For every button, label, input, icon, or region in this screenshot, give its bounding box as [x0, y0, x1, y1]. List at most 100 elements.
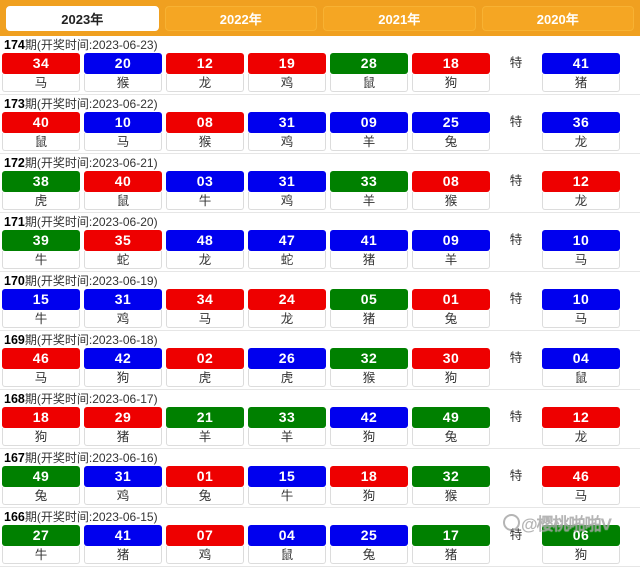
ball-zodiac: 猪	[330, 251, 408, 269]
special-ball-number: 46	[542, 466, 620, 487]
ball-number: 03	[166, 171, 244, 192]
draw-block: 170期(开奖时间:2023-06-19) 15 牛 31 鸡 34 马 24 龙 05 猪 01 兔特…	[0, 272, 640, 331]
ball-number: 34	[166, 289, 244, 310]
ball-number: 15	[2, 289, 80, 310]
ball-cell: 05 猪	[330, 289, 408, 328]
special-ball-zodiac: 鼠	[542, 369, 620, 387]
ball-cell: 07 鸡	[166, 525, 244, 564]
ball-number: 32	[412, 466, 490, 487]
ball-cell: 15 牛	[2, 289, 80, 328]
ball-zodiac: 猪	[330, 310, 408, 328]
ball-zodiac: 马	[2, 74, 80, 92]
ball-zodiac: 虎	[166, 369, 244, 387]
draw-block: 173期(开奖时间:2023-06-22) 40 鼠 10 马 08 猴 31 鸡 09 羊 25 兔 特…	[0, 95, 640, 154]
ball-cell: 49 兔	[412, 407, 490, 446]
ball-zodiac: 蛇	[84, 251, 162, 269]
draw-block: 172期(开奖时间:2023-06-21) 38 虎 40 鼠 03 牛 31 鸡 33 羊 08 猴 特…	[0, 154, 640, 213]
ball-number: 49	[2, 466, 80, 487]
ball-zodiac: 鸡	[84, 310, 162, 328]
draw-header: 166期(开奖时间:2023-06-15)	[4, 510, 158, 524]
ball-number: 34	[2, 53, 80, 74]
special-ball-cell: 10 马	[542, 230, 620, 269]
ball-cell: 10 马	[84, 112, 162, 151]
ball-number: 08	[166, 112, 244, 133]
ball-cell: 41 猪	[330, 230, 408, 269]
ball-number: 38	[2, 171, 80, 192]
ball-zodiac: 鼠	[2, 133, 80, 151]
ball-number: 25	[330, 525, 408, 546]
ball-cell: 29 猪	[84, 407, 162, 446]
ball-zodiac: 猴	[330, 369, 408, 387]
ball-number: 20	[84, 53, 162, 74]
special-ball-label: 特	[509, 351, 523, 365]
special-ball-cell: 41 猪	[542, 53, 620, 92]
tab-year-2023[interactable]: 2023年	[6, 5, 159, 31]
ball-cell: 26 虎	[248, 348, 326, 387]
ball-number: 33	[248, 407, 326, 428]
ball-number: 07	[166, 525, 244, 546]
special-ball-cell: 12 龙	[542, 171, 620, 210]
ball-cell: 18 狗	[2, 407, 80, 446]
ball-cell: 31 鸡	[248, 171, 326, 210]
ball-cell: 18 狗	[412, 53, 490, 92]
draw-row: 38 虎 40 鼠 03 牛 31 鸡 33 羊 08 猴 特 12 龙	[0, 171, 640, 210]
ball-zodiac: 狗	[2, 428, 80, 446]
draw-block: 169期(开奖时间:2023-06-18) 46 马 42 狗 02 虎 26 虎 32 猴 30 狗特…	[0, 331, 640, 390]
tab-year-2021[interactable]: 2021年	[323, 5, 476, 31]
ball-cell: 33 羊	[248, 407, 326, 446]
ball-number: 27	[2, 525, 80, 546]
ball-number: 12	[166, 53, 244, 74]
ball-number: 42	[330, 407, 408, 428]
ball-zodiac: 羊	[330, 133, 408, 151]
ball-zodiac: 鼠	[84, 192, 162, 210]
draw-row: 18 狗 29 猪 21 羊 33 羊 42 狗 49 兔特 12 龙	[0, 407, 640, 446]
ball-cell: 01 兔	[412, 289, 490, 328]
ball-zodiac: 龙	[166, 74, 244, 92]
ball-number: 47	[248, 230, 326, 251]
ball-zodiac: 羊	[412, 251, 490, 269]
draw-row: 46 马 42 狗 02 虎 26 虎 32 猴 30 狗特 04 鼠	[0, 348, 640, 387]
special-ball-cell: 12 龙	[542, 407, 620, 446]
ball-number: 09	[412, 230, 490, 251]
ball-cell: 47 蛇	[248, 230, 326, 269]
ball-zodiac: 羊	[248, 428, 326, 446]
ball-zodiac: 羊	[166, 428, 244, 446]
ball-zodiac: 狗	[330, 487, 408, 505]
ball-zodiac: 龙	[248, 310, 326, 328]
ball-number: 18	[412, 53, 490, 74]
ball-zodiac: 鸡	[84, 487, 162, 505]
special-ball-number: 10	[542, 230, 620, 251]
ball-zodiac: 马	[84, 133, 162, 151]
special-ball-label: 特	[509, 174, 523, 188]
ball-cell: 32 猴	[330, 348, 408, 387]
special-ball-label: 特	[509, 469, 523, 483]
ball-zodiac: 猴	[412, 192, 490, 210]
ball-number: 28	[330, 53, 408, 74]
ball-cell: 31 鸡	[84, 466, 162, 505]
tab-year-2022[interactable]: 2022年	[164, 5, 317, 31]
ball-zodiac: 兔	[412, 133, 490, 151]
ball-cell: 30 狗	[412, 348, 490, 387]
draw-header: 174期(开奖时间:2023-06-23)	[4, 38, 158, 52]
tab-year-2020[interactable]: 2020年	[481, 5, 634, 31]
draw-header: 170期(开奖时间:2023-06-19)	[4, 274, 158, 288]
draw-block: 167期(开奖时间:2023-06-16) 49 兔 31 鸡 01 兔 15 牛 18 狗 32 猴特…	[0, 449, 640, 508]
ball-cell: 31 鸡	[248, 112, 326, 151]
ball-cell: 40 鼠	[84, 171, 162, 210]
draw-header: 171期(开奖时间:2023-06-20)	[4, 215, 158, 229]
ball-cell: 27 牛	[2, 525, 80, 564]
ball-number: 31	[84, 466, 162, 487]
special-ball-zodiac: 马	[542, 487, 620, 505]
ball-number: 31	[248, 171, 326, 192]
ball-zodiac: 牛	[166, 192, 244, 210]
ball-number: 24	[248, 289, 326, 310]
ball-number: 15	[248, 466, 326, 487]
ball-cell: 33 羊	[330, 171, 408, 210]
draw-block: 168期(开奖时间:2023-06-17) 18 狗 29 猪 21 羊 33 羊 42 狗 49 兔特…	[0, 390, 640, 449]
ball-number: 01	[166, 466, 244, 487]
special-ball-label: 特	[509, 292, 523, 306]
ball-cell: 35 蛇	[84, 230, 162, 269]
special-ball-number: 12	[542, 171, 620, 192]
ball-cell: 25 兔	[330, 525, 408, 564]
special-ball-number: 06	[542, 525, 620, 546]
